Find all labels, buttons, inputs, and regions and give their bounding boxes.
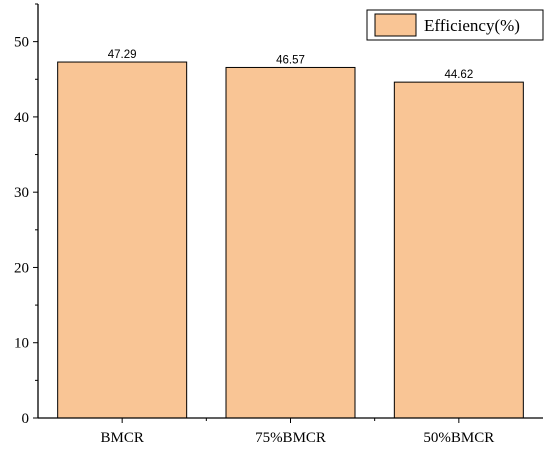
- data-label: 44.62: [444, 69, 473, 81]
- plot-area: 47.29 46.57 44.62 0 10 20 30 40 50 BMCR 75%BMCR 50%…: [14, 3, 543, 446]
- y-tick-label: 10: [14, 336, 29, 352]
- legend-swatch: [374, 13, 417, 37]
- bar-bmcr: [57, 61, 188, 419]
- y-tick-label: 0: [22, 411, 30, 427]
- legend: Efficiency(%): [366, 9, 544, 41]
- bar-50pctbmcr: [393, 81, 524, 419]
- y-tick-label: 50: [14, 35, 29, 51]
- bar-75pctbmcr: [225, 66, 356, 419]
- x-tick-label: BMCR: [100, 430, 143, 446]
- legend-label: Efficiency(%): [424, 16, 520, 35]
- y-tick-label: 30: [14, 185, 29, 201]
- x-tick-label: 50%BMCR: [423, 430, 494, 446]
- x-tick-label: 75%BMCR: [255, 430, 326, 446]
- data-label: 47.29: [108, 49, 137, 61]
- data-label: 46.57: [276, 54, 305, 66]
- y-tick-label: 20: [14, 260, 29, 276]
- y-tick-label: 40: [14, 110, 29, 126]
